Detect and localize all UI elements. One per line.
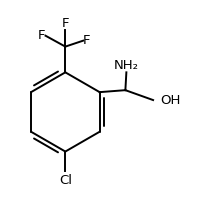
Text: F: F (83, 34, 91, 47)
Text: OH: OH (160, 93, 180, 107)
Text: F: F (62, 17, 69, 30)
Text: NH₂: NH₂ (114, 59, 139, 72)
Text: F: F (38, 29, 46, 42)
Text: Cl: Cl (59, 174, 72, 187)
